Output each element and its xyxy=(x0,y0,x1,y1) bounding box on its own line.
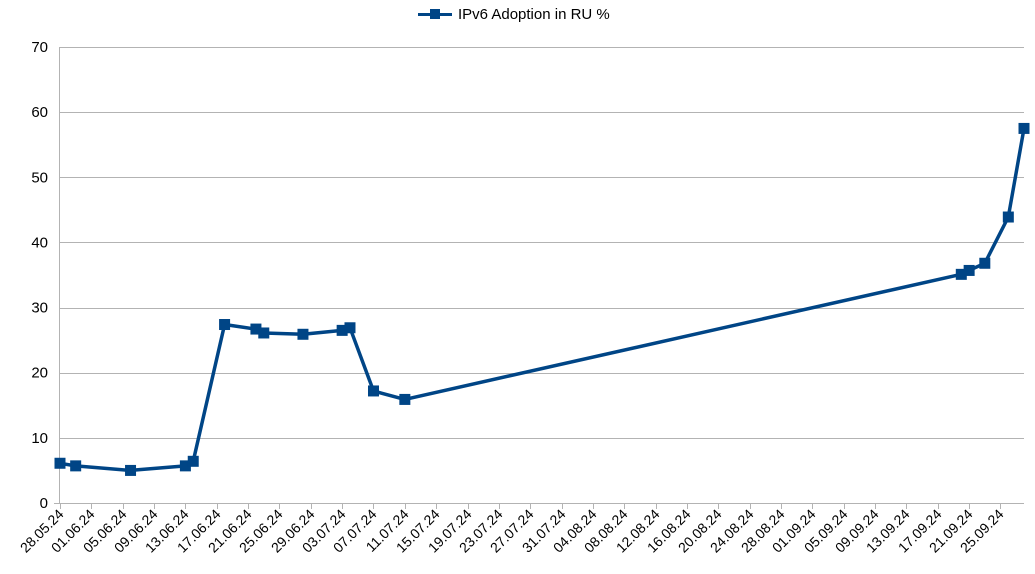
data-point-marker xyxy=(1002,211,1014,223)
legend: IPv6 Adoption in RU % xyxy=(418,5,610,23)
data-point-marker xyxy=(344,322,356,334)
legend-label: IPv6 Adoption in RU % xyxy=(458,5,610,23)
data-point-marker xyxy=(54,457,66,469)
data-point-marker xyxy=(258,327,270,339)
data-point-marker xyxy=(297,328,309,340)
data-point-marker xyxy=(70,460,82,472)
y-tick-label: 70 xyxy=(31,39,48,56)
data-point-marker xyxy=(1018,122,1030,134)
y-tick-label: 20 xyxy=(31,365,48,382)
series-line xyxy=(59,128,1026,473)
data-point-marker xyxy=(125,464,137,476)
y-tick-label: 0 xyxy=(40,495,48,512)
data-point-marker xyxy=(979,257,991,269)
data-point-marker xyxy=(955,268,967,280)
data-point-marker xyxy=(367,385,379,397)
data-point-marker xyxy=(219,319,231,331)
legend-line-marker-icon xyxy=(418,5,452,23)
data-point-marker xyxy=(250,323,262,335)
y-tick-label: 50 xyxy=(31,169,48,186)
data-point-marker xyxy=(963,264,975,276)
data-point-marker xyxy=(187,455,199,467)
y-tick-label: 10 xyxy=(31,430,48,447)
data-point-marker xyxy=(336,324,348,336)
y-tick-label: 60 xyxy=(31,104,48,121)
y-tick-label: 40 xyxy=(31,234,48,251)
data-point-marker xyxy=(399,393,411,405)
data-point-marker xyxy=(179,460,191,472)
y-tick-label: 30 xyxy=(31,300,48,317)
